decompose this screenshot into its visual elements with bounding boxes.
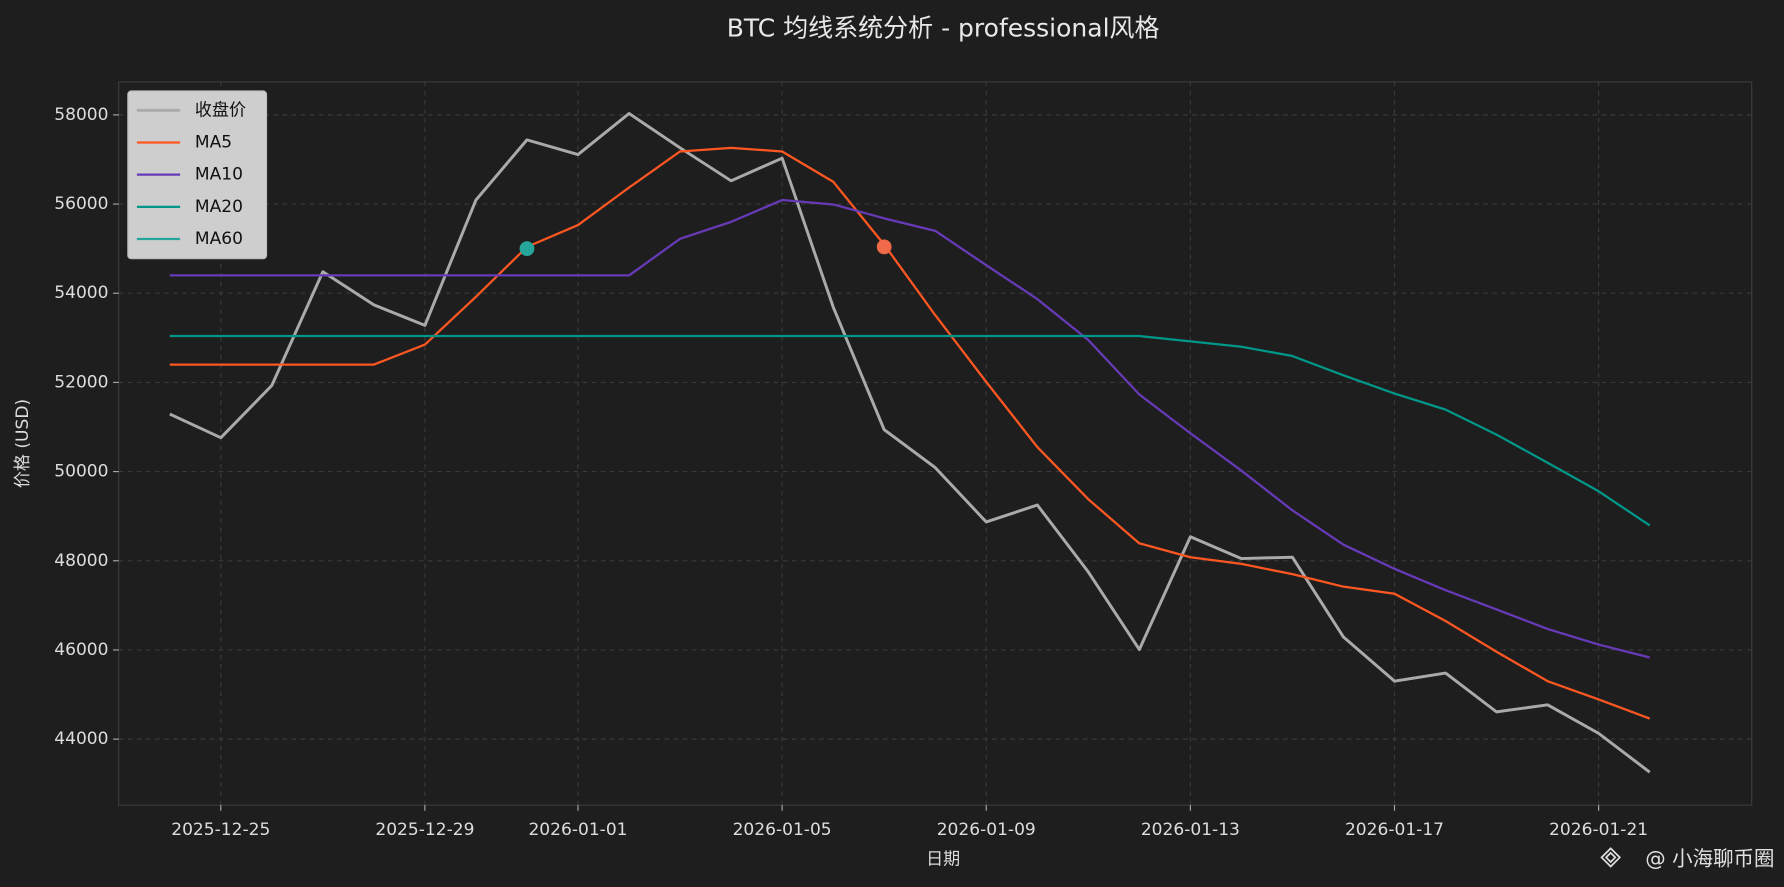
- watermark: @ 小海聊币圈: [1645, 847, 1774, 871]
- legend-label: MA5: [195, 132, 232, 152]
- x-tick-label: 2025-12-29: [375, 820, 474, 840]
- x-tick-label: 2026-01-01: [528, 820, 627, 840]
- series-line: [169, 334, 1651, 527]
- legend: 收盘价 MA5 MA10 MA20 MA60: [127, 90, 268, 260]
- legend-label: MA20: [195, 197, 243, 217]
- chart-title: BTC 均线系统分析 - professional风格: [727, 14, 1160, 43]
- series-line: [169, 198, 1650, 659]
- y-tick-label: 46000: [54, 640, 108, 660]
- x-axis-label: 日期: [926, 850, 960, 870]
- y-tick-label: 56000: [54, 194, 108, 214]
- signal-marker: [876, 239, 892, 255]
- y-tick-label: 58000: [54, 105, 108, 125]
- signal-marker: [519, 241, 535, 257]
- y-tick-label: 50000: [54, 462, 108, 482]
- y-tick-label: 52000: [54, 372, 108, 392]
- y-tick-label: 54000: [54, 283, 108, 303]
- series-line: [169, 112, 1651, 774]
- legend-label: 收盘价: [195, 100, 246, 120]
- x-tick-label: 2026-01-21: [1549, 820, 1648, 840]
- x-tick-label: 2026-01-09: [937, 820, 1036, 840]
- x-tick-label: 2025-12-25: [171, 820, 270, 840]
- watermark-icon: [1600, 847, 1622, 868]
- y-axis-label: 价格 (USD): [13, 399, 33, 488]
- legend-label: MA10: [195, 165, 243, 185]
- x-tick-label: 2026-01-13: [1141, 820, 1240, 840]
- x-tick-label: 2026-01-05: [733, 820, 832, 840]
- series-line: [169, 146, 1651, 720]
- legend-label: MA60: [195, 229, 243, 249]
- x-tick-label: 2026-01-17: [1345, 820, 1444, 840]
- y-tick-label: 44000: [54, 729, 108, 749]
- plot-area: [118, 81, 1753, 806]
- legend-box: [127, 90, 268, 260]
- y-tick-label: 48000: [54, 551, 108, 571]
